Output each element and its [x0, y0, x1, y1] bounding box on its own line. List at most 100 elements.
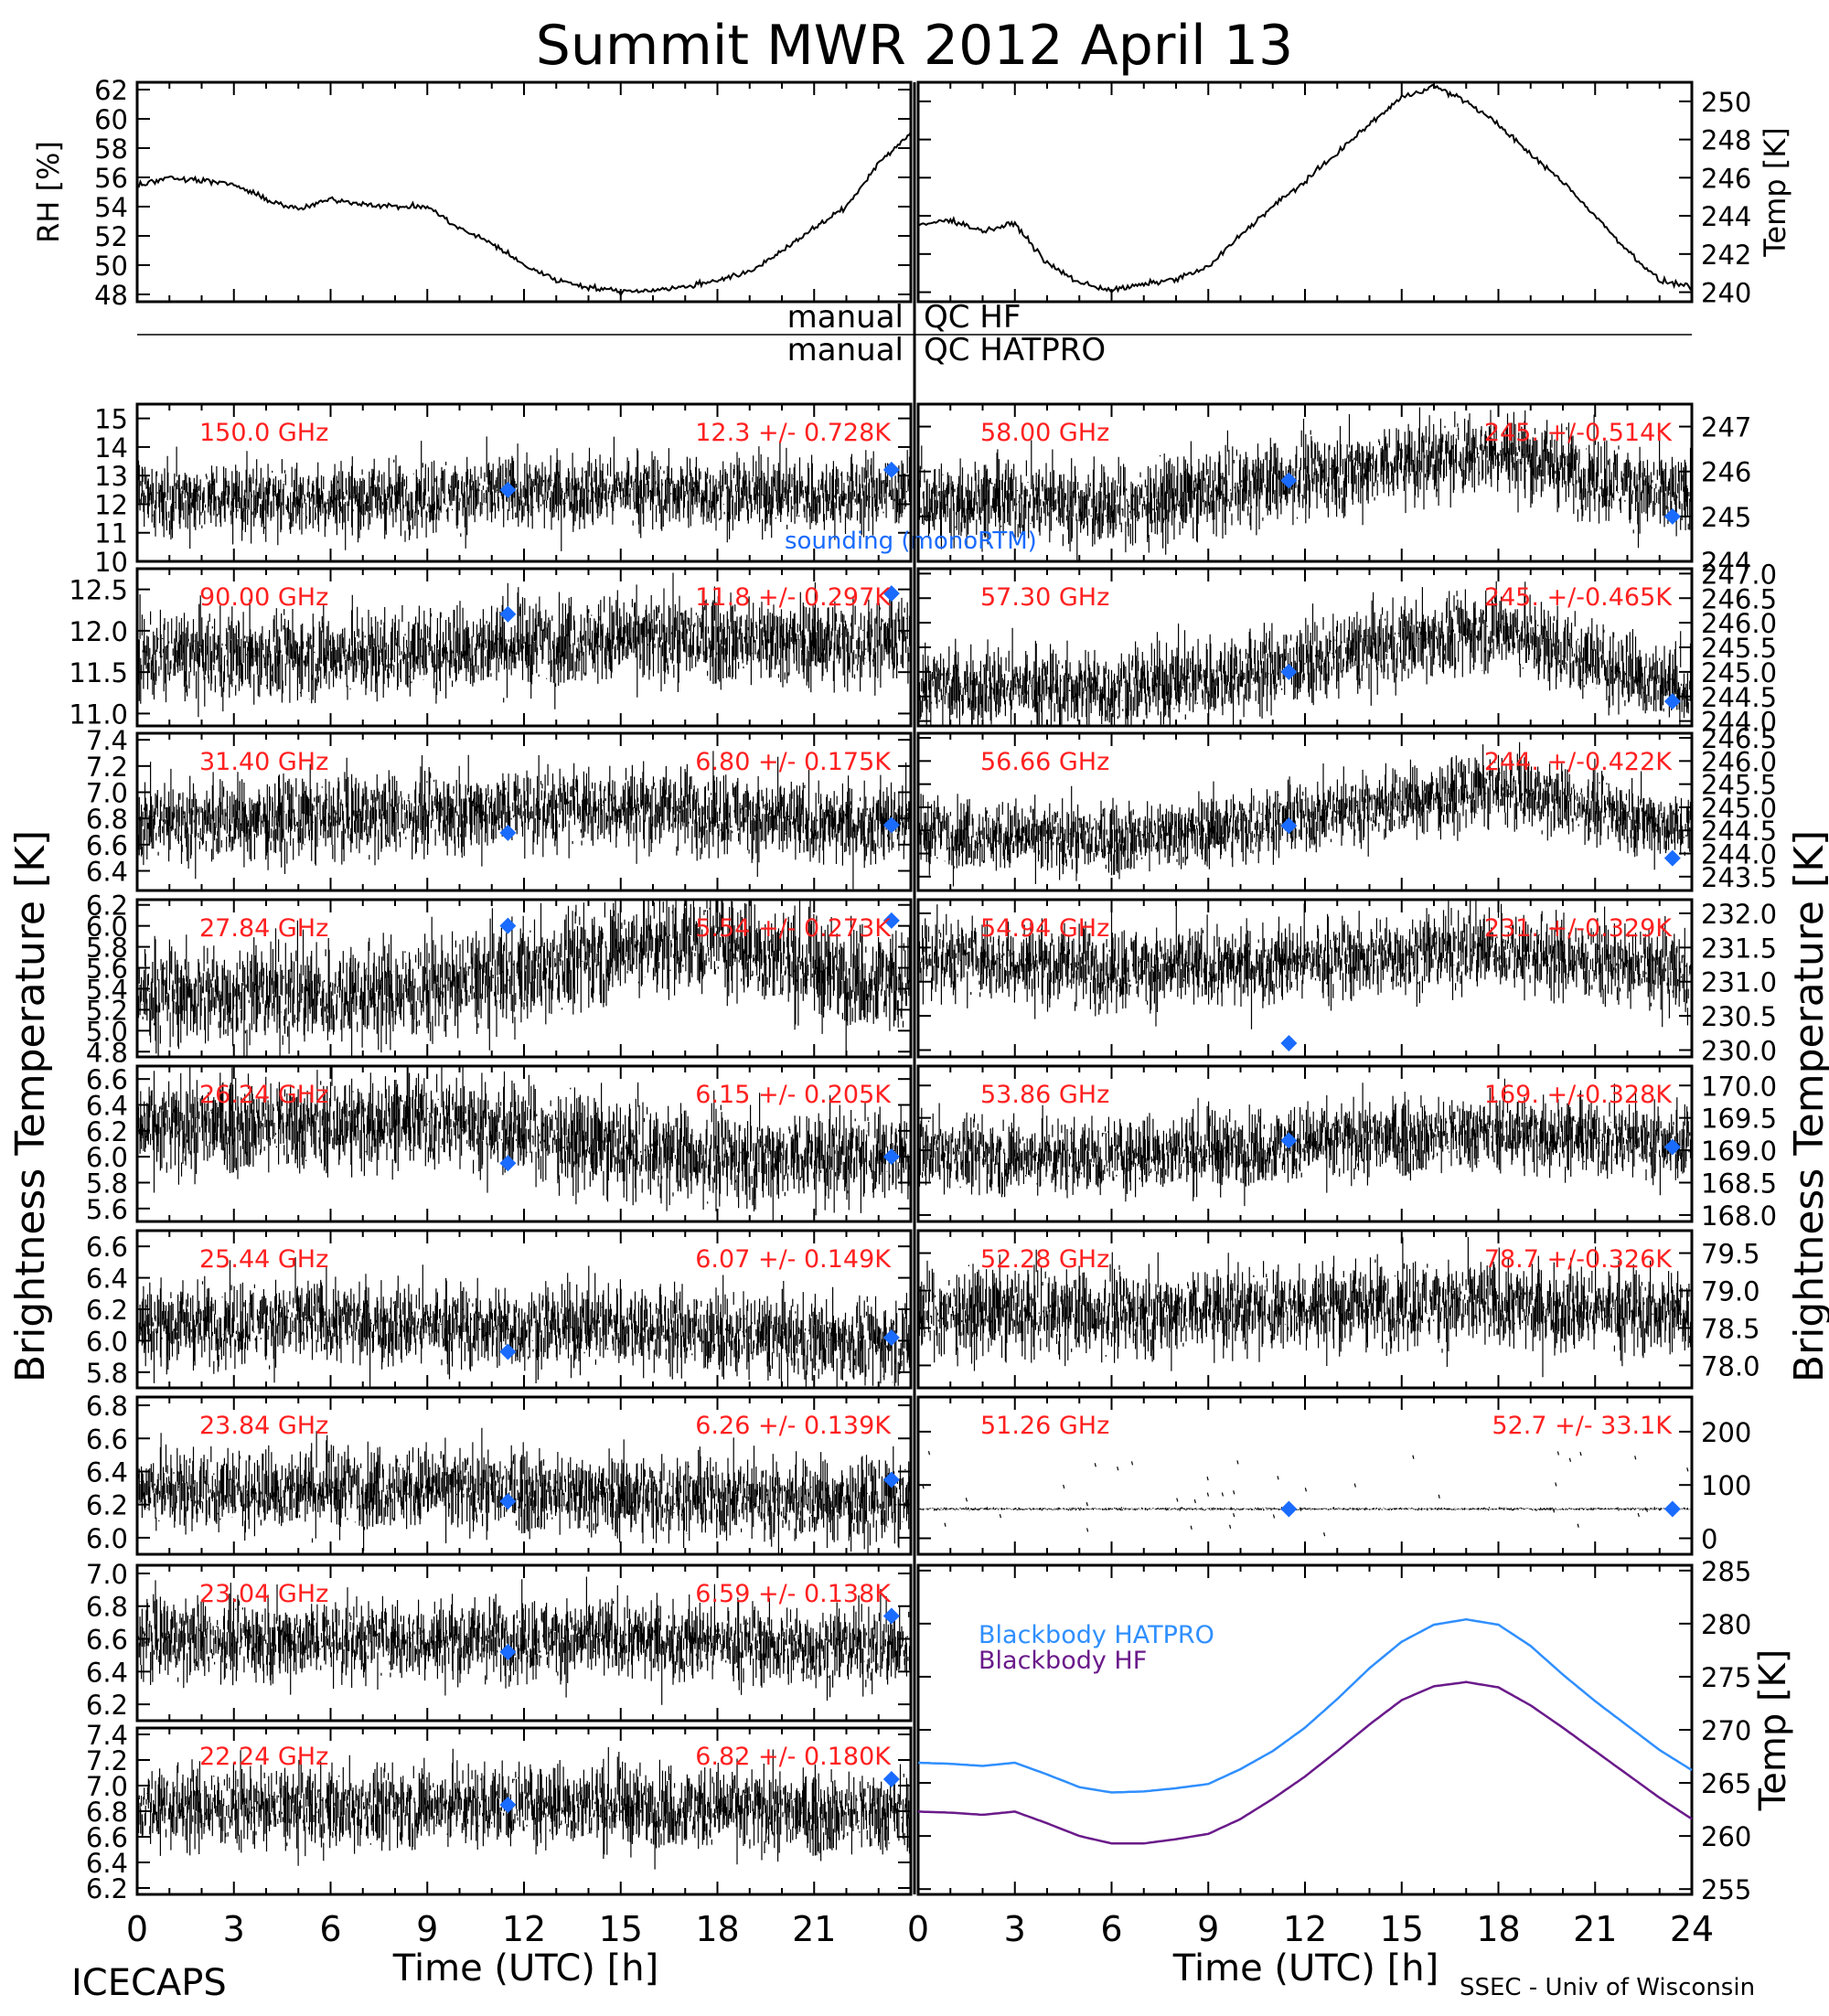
y-tick-label: 14	[94, 432, 128, 464]
y-tick-label: 56	[94, 163, 128, 194]
y-tick-label: 5.8	[86, 933, 128, 964]
y-tick-label: 6.4	[86, 1264, 128, 1295]
y-tick-label: 6.6	[86, 1232, 128, 1263]
x-tick-label: 15	[1380, 1909, 1424, 1949]
y-tick-label: 6.8	[86, 1592, 128, 1623]
y-tick-label: 4.8	[86, 1037, 128, 1068]
y-tick-label: 255	[1701, 1874, 1751, 1905]
series-trace	[136, 1427, 912, 1554]
panel-52-28: 78.0 78.5 79.0 79.5 52.28 GHz 78.7 +/-0.326K	[916, 1229, 1760, 1390]
y-tick-label: 244.5	[1701, 682, 1777, 713]
y-tick-label: 6.8	[86, 1797, 128, 1828]
y-tick-label: 246.0	[1701, 608, 1777, 639]
y-tick-label: 6.4	[86, 1456, 128, 1488]
sounding-point	[499, 1343, 517, 1360]
series-line	[136, 131, 912, 297]
qc-label-right: QC HF	[924, 299, 1021, 336]
sounding-point	[882, 1148, 900, 1166]
frequency-label: 25.44 GHz	[199, 1245, 328, 1274]
y-tick-label: 244	[1701, 201, 1751, 232]
sounding-point	[1280, 1500, 1298, 1518]
sounding-point	[1663, 693, 1681, 710]
qc-label-left: manual	[787, 332, 904, 368]
y-tick-label: 5.4	[86, 974, 128, 1005]
y-tick-label: 6.2	[86, 1690, 128, 1721]
x-tick-label: 6	[1100, 1909, 1122, 1949]
panel-27-84: 4.85.05.25.45.65.86.06.2 27.84 GHz 5.54 +/…	[86, 891, 913, 1068]
y-tick-label: 270	[1701, 1715, 1751, 1746]
stat-label: 78.7 +/-0.326K	[1484, 1245, 1673, 1274]
x-tick-label: 12	[502, 1909, 546, 1949]
y-tick-label: 275	[1701, 1662, 1751, 1693]
stat-label: 245. +/-0.465K	[1484, 583, 1673, 612]
y-tick-label: 6.2	[86, 1873, 128, 1904]
y-tick-label: 0	[1701, 1524, 1717, 1555]
y-tick-label: 168.0	[1701, 1200, 1777, 1232]
left-axis-label: Brightness Temperature [K]	[7, 830, 54, 1382]
x-tick-label: 21	[792, 1909, 836, 1949]
y-tick-label: 200	[1701, 1417, 1751, 1448]
y-axis-label: RH [%]	[31, 141, 66, 243]
y-tick-label: 54	[94, 192, 128, 223]
y-tick-label: 48	[94, 280, 128, 311]
x-tick-label: 3	[223, 1909, 245, 1949]
x-tick-label: 18	[1476, 1909, 1520, 1949]
stat-label: 244. +/-0.422K	[1484, 748, 1673, 776]
x-tick-label: 15	[599, 1909, 643, 1949]
y-tick-label: 7.2	[86, 752, 128, 783]
y-tick-label: 245.0	[1701, 657, 1777, 688]
series-trace	[136, 572, 912, 718]
sounding-point	[499, 1643, 517, 1660]
y-tick-label: 50	[94, 251, 128, 282]
y-tick-label: 231.0	[1701, 967, 1777, 998]
y-tick-label: 7.2	[86, 1745, 128, 1776]
series-trace	[917, 900, 1693, 1029]
y-tick-label: 246.5	[1701, 723, 1777, 754]
y-tick-label: 7.0	[86, 778, 128, 809]
y-tick-label: 232.0	[1701, 899, 1777, 930]
series-trace	[917, 407, 1693, 561]
y-tick-label: 230.5	[1701, 1001, 1777, 1032]
footer-right: SSEC - Univ of Wisconsin	[1460, 1974, 1755, 2001]
y-tick-label: 12.5	[69, 575, 128, 606]
x-tick-label: 18	[695, 1909, 739, 1949]
sounding-point	[882, 1471, 900, 1488]
y-tick-label: 78.5	[1701, 1313, 1760, 1344]
frequency-label: 27.84 GHz	[199, 914, 328, 943]
x-tick-label: 9	[416, 1909, 438, 1949]
y-tick-label: 13	[94, 461, 128, 492]
sounding-legend: sounding (monoRTM)	[785, 528, 1037, 555]
x-tick-label: 24	[1670, 1909, 1714, 1949]
y-tick-label: 280	[1701, 1609, 1751, 1640]
y-tick-label: 6.0	[86, 912, 128, 943]
y-tick-label: 246	[1701, 163, 1751, 194]
y-tick-label: 245.5	[1701, 770, 1777, 801]
panel-58-00: 244 245 246 247 58.00 GHz 245. +/-0.514K	[916, 402, 1751, 578]
sounding-point	[499, 481, 517, 498]
stat-label: 11.8 +/- 0.297K	[695, 583, 892, 612]
series-trace	[917, 1237, 1693, 1378]
y-tick-label: 250	[1701, 87, 1751, 118]
sounding-point	[1663, 507, 1681, 525]
legend-entry: Blackbody HF	[979, 1647, 1147, 1675]
y-tick-label: 244.5	[1701, 816, 1777, 847]
y-tick-label: 6.0	[86, 1326, 128, 1357]
frequency-label: 90.00 GHz	[199, 583, 328, 612]
sounding-point	[499, 824, 517, 841]
sounding-point	[1663, 849, 1681, 867]
y-tick-label: 11.5	[69, 657, 128, 688]
y-tick-label: 58	[94, 133, 128, 165]
y-tick-label: 6.8	[86, 1391, 128, 1422]
y-tick-label: 244	[1701, 547, 1751, 578]
y-tick-label: 6.6	[86, 830, 128, 861]
y-tick-label: 6.0	[86, 1523, 128, 1554]
x-tick-label: 12	[1283, 1909, 1327, 1949]
x-axis-label-right: Time (UTC) [h]	[1172, 1947, 1439, 1989]
sounding-point	[1280, 817, 1298, 835]
y-tick-label: 6.4	[86, 1091, 128, 1122]
y-tick-label: 231.5	[1701, 933, 1777, 964]
